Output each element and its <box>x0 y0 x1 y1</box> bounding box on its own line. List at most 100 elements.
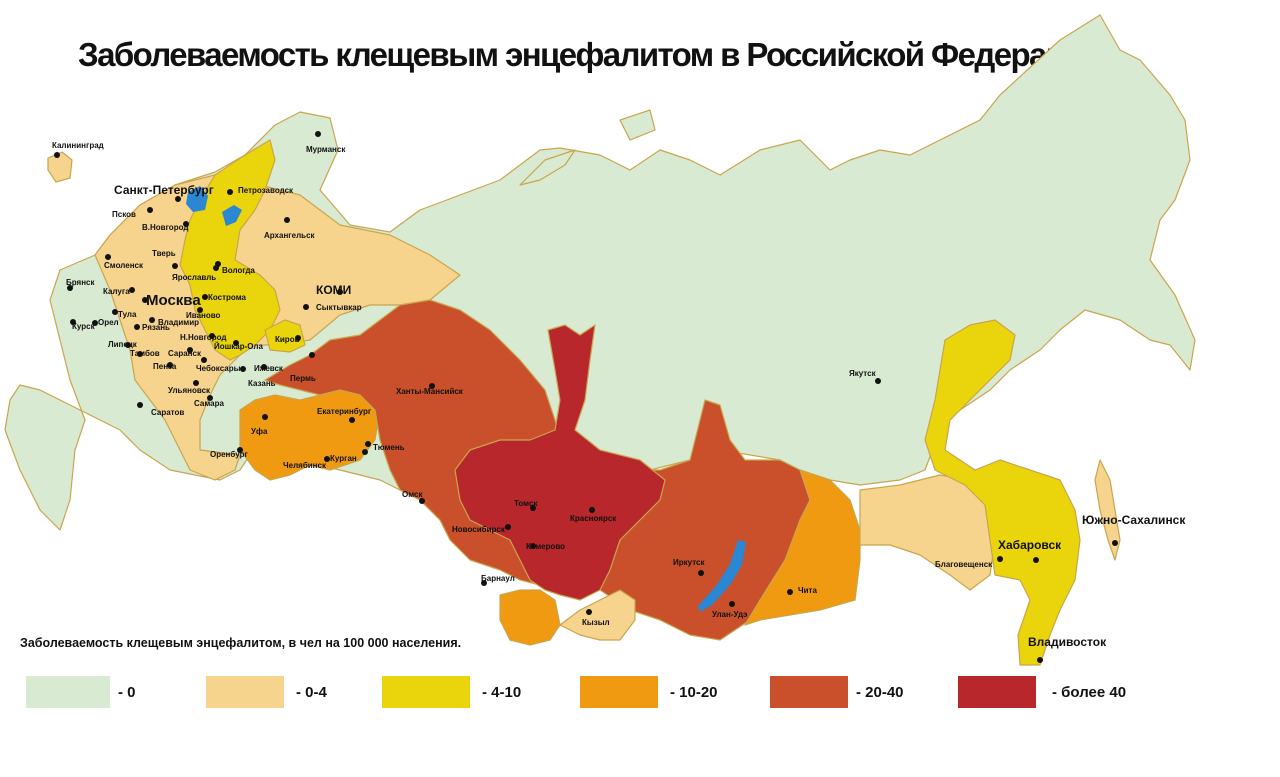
city-dot-izhevsk <box>261 364 267 370</box>
city-label-blagoveshchensk: Благовещенск <box>935 560 993 569</box>
city-dot-ulyanovsk <box>193 380 199 386</box>
city-dot-spb <box>175 196 181 202</box>
city-label-cheboksary: Чебоксары <box>196 364 241 373</box>
lake-ladoga <box>186 186 208 212</box>
city-label-bryansk: Брянск <box>66 278 95 287</box>
legend-swatch <box>382 676 470 708</box>
city-label-saratov: Саратов <box>151 408 184 417</box>
city-label-vologda: Вологда <box>222 266 255 275</box>
city-dot-tyumen <box>365 441 371 447</box>
city-dot-perm <box>309 352 315 358</box>
region-arctic-islands <box>619 109 656 141</box>
city-label-chelyabinsk: Челябинск <box>283 461 327 470</box>
city-label-ulyanovsk: Ульяновск <box>168 386 211 395</box>
city-label-izhevsk: Ижевск <box>254 364 284 373</box>
city-dot-kemerovo <box>530 543 536 549</box>
region-kaliningrad <box>47 151 73 183</box>
city-dot-chita <box>787 589 793 595</box>
city-dot-kazan <box>240 366 246 372</box>
region-low-amur <box>859 474 996 591</box>
city-dot-penza <box>167 362 173 368</box>
city-dot-saratov <box>137 402 143 408</box>
city-label-yakutsk: Якутск <box>849 369 877 378</box>
city-label-kyzyl: Кызыл <box>582 618 610 627</box>
city-dot-novosibirsk <box>505 524 511 530</box>
city-label-novosibirsk: Новосибирск <box>452 525 506 534</box>
city-dot-lipetsk <box>125 342 131 348</box>
city-dot-murmansk <box>315 131 321 137</box>
city-dot-vologda <box>215 261 221 267</box>
city-dot-ivanovo <box>197 307 203 313</box>
city-dot-bryansk <box>67 285 73 291</box>
city-dot-chelyabinsk <box>324 456 330 462</box>
map-title: Заболеваемость клещевым энцефалитом в Ро… <box>78 36 1103 73</box>
region-novaya-zemlya <box>519 149 576 186</box>
city-label-vladimir: Владимир <box>158 318 199 327</box>
city-dot-tambov <box>137 351 143 357</box>
city-label-kurgan: Курган <box>330 454 357 463</box>
regions <box>4 14 1196 666</box>
city-label-orel: Орел <box>98 318 119 327</box>
city-label-kemerovo: Кемерово <box>526 542 565 551</box>
city-label-ufa: Уфа <box>251 427 268 436</box>
city-dot-omsk <box>419 498 425 504</box>
city-label-moscow: Москва <box>146 292 201 309</box>
city-label-perm: Пермь <box>290 374 316 383</box>
city-label-smolensk: Смоленск <box>104 261 144 270</box>
city-label-omsk: Омск <box>402 490 423 499</box>
city-dot-tomsk <box>530 505 536 511</box>
city-dot-barnaul <box>481 580 487 586</box>
city-dot-vnovgorod <box>183 221 189 227</box>
city-label-kursk: Курск <box>72 322 96 331</box>
city-label-ulanude: Улан-Удэ <box>712 610 748 619</box>
city-label-samara: Самара <box>194 399 224 408</box>
city-label-arkhangelsk: Архангельск <box>264 231 316 240</box>
city-label-vladivostok: Владивосток <box>1028 635 1107 649</box>
legend-label: - 0-4 <box>296 684 327 701</box>
city-label-kaluga: Калуга <box>103 287 130 296</box>
city-dot-kaluga <box>129 287 135 293</box>
region-extreme-core <box>454 324 666 601</box>
city-dot-khabarovsk <box>1033 557 1039 563</box>
city-label-barnaul: Барнаул <box>481 574 515 583</box>
city-label-kazan: Казань <box>248 379 276 388</box>
city-label-nnovgorod: Н.Новгород <box>180 333 226 342</box>
city-markers: Калининград Мурманск Санкт-Петербург Петроз… <box>52 131 1186 663</box>
city-label-lipetsk: Липецк <box>108 340 138 349</box>
city-label-tver: Тверь <box>152 249 176 258</box>
city-dot-ryazan <box>134 324 140 330</box>
city-dot-blagoveshchensk <box>997 556 1003 562</box>
city-label-orenburg: Оренбург <box>210 450 248 459</box>
legend-label: - 4-10 <box>482 684 522 701</box>
city-label-krasnoyarsk: Красноярск <box>570 514 617 523</box>
city-dot-vladivostok <box>1037 657 1043 663</box>
city-dot-vladimir <box>149 317 155 323</box>
city-dot-smolensk <box>105 254 111 260</box>
city-label-khabarovsk: Хабаровск <box>998 538 1062 552</box>
city-label-ekaterinburg: Екатеринбург <box>317 407 372 416</box>
water <box>186 186 746 612</box>
city-dot-tver <box>172 263 178 269</box>
region-mid-kirov <box>264 319 306 353</box>
city-dot-arkhangelsk <box>284 217 290 223</box>
region-mid-far-east <box>924 319 1081 666</box>
city-label-chita: Чита <box>798 586 817 595</box>
city-dot-khantymansiysk <box>429 383 435 389</box>
city-dot-tula <box>112 309 118 315</box>
city-label-petrozavodsk: Петрозаводск <box>238 186 294 195</box>
city-label-yaroslavl: Ярославль <box>172 273 216 282</box>
city-label-kostroma: Кострома <box>208 293 247 302</box>
legend-label: - более 40 <box>1052 684 1127 701</box>
city-label-kirov: Киров <box>275 335 300 344</box>
city-label-yoshkarola: Йошкар-Ола <box>214 342 264 351</box>
city-label-khantymansiysk: Ханты-Мансийск <box>396 387 464 396</box>
city-dot-kursk <box>70 319 76 325</box>
region-low-sakhalin <box>1094 459 1121 561</box>
city-dot-samara <box>207 395 213 401</box>
legend-label: - 0 <box>118 684 136 701</box>
city-label-ryazan: Рязань <box>142 323 170 332</box>
city-label-tyumen: Тюмень <box>373 443 405 452</box>
lake-baikal <box>698 540 746 612</box>
legend-label: - 20-40 <box>856 684 904 701</box>
